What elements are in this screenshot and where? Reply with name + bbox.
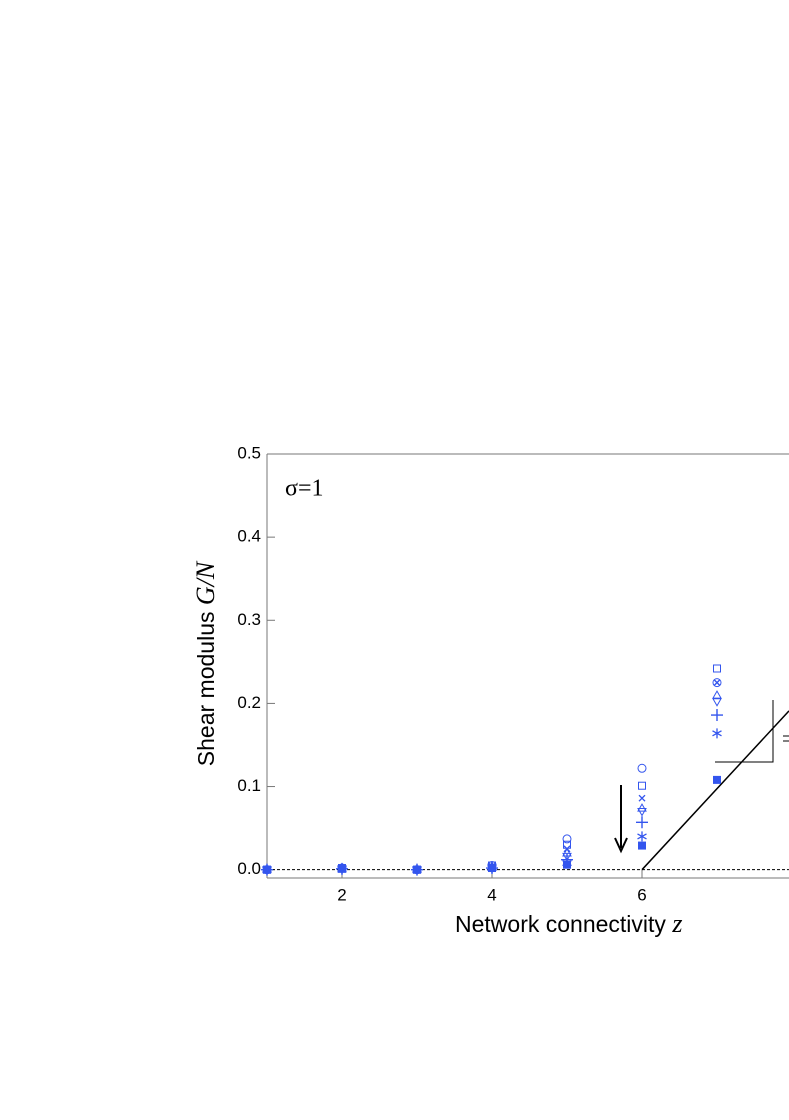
marker-shape — [488, 864, 496, 873]
data-point — [563, 860, 571, 869]
marker-shape — [562, 834, 572, 844]
marker-shape — [636, 816, 648, 829]
x-label-var: z — [671, 909, 682, 938]
marker-shape — [638, 794, 646, 802]
data-point — [636, 816, 648, 829]
y-tick-label: 0.2 — [237, 693, 261, 712]
marker-shape — [713, 775, 721, 784]
data-point — [638, 841, 646, 850]
data-point — [413, 865, 421, 874]
data-point — [711, 709, 723, 722]
marker-shape — [563, 860, 571, 869]
data-point — [488, 864, 496, 873]
data-point — [712, 690, 722, 699]
annotation: σ=1 — [285, 476, 323, 502]
marker-shape — [712, 678, 722, 688]
data-point — [712, 678, 722, 688]
slope-triangle — [715, 700, 774, 763]
marker-shape — [637, 807, 647, 817]
data-point — [338, 864, 346, 873]
marker-shape — [637, 831, 647, 842]
y-axis-label: Shear modulus G/N — [191, 560, 220, 766]
data-point — [562, 834, 572, 844]
data-point — [637, 807, 647, 817]
y-tick-label: 0.3 — [237, 610, 261, 629]
data-point — [562, 852, 572, 862]
data-point — [713, 775, 721, 784]
marker-shape — [712, 728, 722, 739]
marker-shape — [638, 781, 646, 790]
marker-shape — [338, 864, 346, 873]
marker-shape — [413, 865, 421, 874]
data-point — [712, 728, 722, 739]
marker-shape — [637, 763, 647, 773]
x-tick-label: 2 — [337, 885, 346, 904]
marker-shape — [712, 690, 722, 699]
marker-shape — [711, 709, 723, 722]
y-tick-label: 0.4 — [237, 527, 261, 546]
y-label-text: Shear modulus — [193, 612, 219, 767]
marker-shape — [713, 664, 721, 673]
y-tick-label: 0.0 — [237, 859, 261, 878]
marker-shape — [638, 841, 646, 850]
x-tick-label: 4 — [487, 885, 496, 904]
data-point — [637, 803, 647, 812]
arrow-head — [614, 837, 628, 854]
marker-shape — [712, 698, 722, 707]
x-axis-label: Network connectivity z — [455, 909, 682, 938]
marker-shape — [637, 803, 647, 812]
marker-shape — [713, 679, 721, 687]
y-label-var: G/N — [191, 560, 220, 605]
data-point — [638, 794, 646, 802]
y-tick-label: 0.5 — [237, 443, 261, 462]
data-point — [713, 679, 721, 687]
data-point — [638, 781, 646, 790]
data-point — [263, 865, 271, 874]
data-point — [713, 664, 721, 673]
x-label-text: Network connectivity — [455, 911, 666, 937]
data-point — [637, 831, 647, 842]
y-tick-label: 0.1 — [237, 776, 261, 795]
marker-shape — [263, 865, 271, 874]
data-point — [637, 763, 647, 773]
marker-shape — [562, 852, 572, 862]
x-tick-label: 6 — [637, 885, 646, 904]
fit-line — [641, 710, 789, 871]
data-point — [712, 698, 722, 707]
